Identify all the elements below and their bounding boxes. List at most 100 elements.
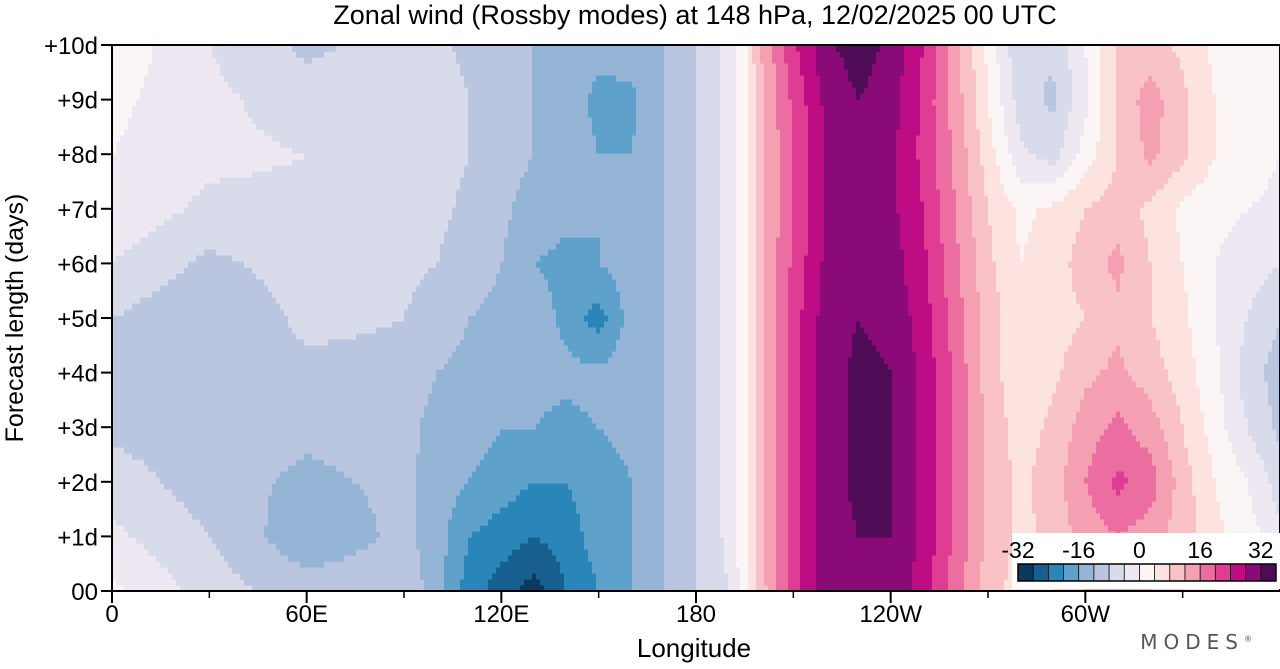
heat-cell [920,525,925,532]
heat-cell [860,507,865,514]
heat-cell [244,585,249,591]
heat-cell [764,507,769,514]
heat-cell [196,531,201,538]
heat-cell [720,543,725,550]
heat-cell [892,543,897,550]
heat-cell [400,525,405,532]
heat-cell [792,549,797,556]
heat-cell [440,567,445,574]
heat-cell [644,537,649,544]
heat-cell [984,573,989,580]
heat-cell [1276,513,1280,520]
heat-cell [632,519,637,526]
heat-cell [168,501,173,508]
heat-cell [348,543,353,550]
heat-cell [324,507,329,514]
heat-cell [688,549,693,556]
heat-cell [664,495,669,502]
heat-cell [940,549,945,556]
heat-cell [1064,495,1069,502]
heat-cell [1160,519,1165,526]
heat-cell [372,531,377,538]
heat-cell [880,513,885,520]
heat-cell [368,579,373,586]
heat-cell [204,561,209,568]
heat-cell [972,525,977,532]
heat-cell [896,501,901,508]
heat-cell [196,555,201,562]
heat-cell [832,525,837,532]
heat-cell [744,513,749,520]
heat-cell [184,519,189,526]
heat-cell [716,537,721,544]
heat-cell [836,573,841,580]
heat-cell [468,579,473,586]
heat-cell [496,489,501,496]
heat-cell [524,531,529,538]
heat-cell [576,561,581,568]
heat-cell [652,537,657,544]
heat-cell [528,567,533,574]
heat-cell [408,555,413,562]
heat-cell [952,513,957,520]
heat-cell [188,555,193,562]
heat-cell [412,507,417,514]
heat-cell [1252,489,1257,496]
heat-cell [304,519,309,526]
heat-cell [540,555,545,562]
heat-cell [656,555,661,562]
heat-cell [556,579,561,586]
heat-cell [532,573,537,580]
heat-cell [236,567,241,574]
heat-cell [388,555,393,562]
heat-cell [300,561,305,568]
heat-cell [400,555,405,562]
heat-cell [972,543,977,550]
heat-cell [580,513,585,520]
heat-cell [336,573,341,580]
heat-cell [724,501,729,508]
heat-cell [636,543,641,550]
heat-cell [584,531,589,538]
heat-cell [492,537,497,544]
heat-cell [112,495,117,502]
heat-cell [428,573,433,580]
heat-cell [1124,525,1129,532]
heat-cell [192,513,197,520]
heat-cell [588,579,593,586]
heat-cell [360,549,365,556]
heat-cell [592,579,597,586]
heat-cell [424,525,429,532]
heat-cell [124,507,129,514]
heat-cell [428,525,433,532]
heat-cell [456,513,461,520]
heat-cell [628,543,633,550]
heat-cell [464,567,469,574]
heat-cell [144,495,149,502]
heat-cell [116,543,121,550]
heat-cell [292,495,297,502]
heat-cell [520,543,525,550]
heat-cell [888,531,893,538]
heat-cell [188,549,193,556]
heat-cell [544,501,549,508]
heat-cell [384,513,389,520]
heat-cell [224,489,229,496]
heat-cell [948,537,953,544]
heat-cell [592,489,597,496]
heat-cell [144,537,149,544]
heat-cell [428,513,433,520]
heat-cell [1020,489,1025,496]
heat-cell [524,567,529,574]
heat-cell [1088,519,1093,526]
heat-cell [1276,525,1280,532]
heat-cell [580,501,585,508]
heat-cell [372,537,377,544]
heat-cell [644,489,649,496]
heat-cell [288,495,293,502]
heat-cell [284,555,289,562]
heat-cell [976,537,981,544]
heat-cell [296,531,301,538]
heat-cell [420,501,425,508]
heat-cell [768,567,773,574]
